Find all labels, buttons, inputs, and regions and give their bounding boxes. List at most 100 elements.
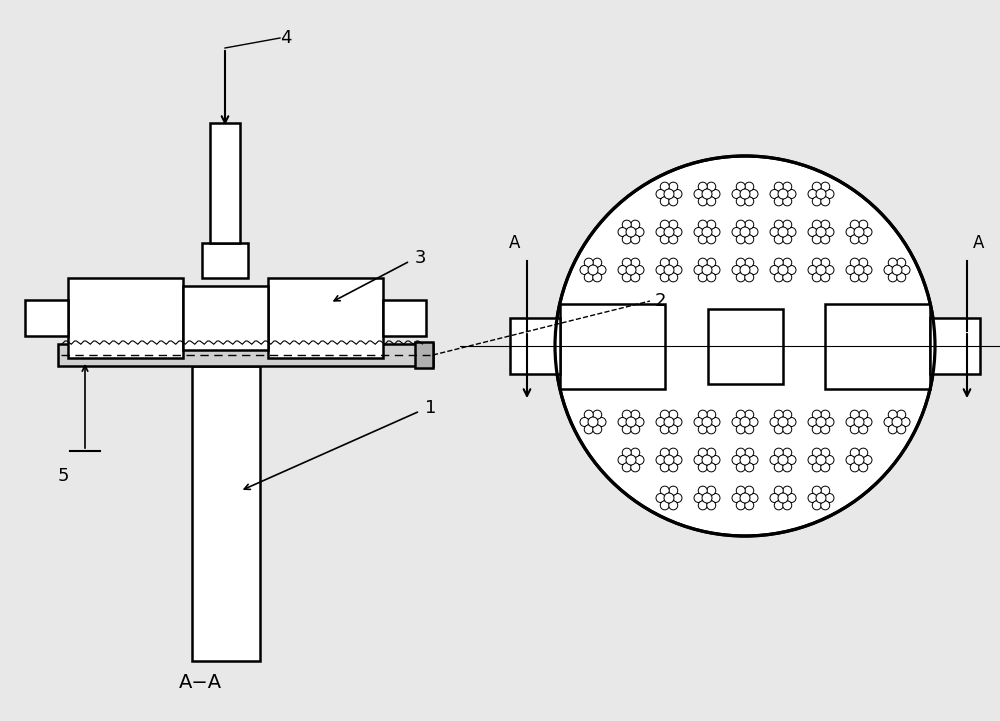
Circle shape <box>859 220 868 229</box>
Circle shape <box>821 410 830 419</box>
Circle shape <box>656 265 665 275</box>
Circle shape <box>732 190 741 198</box>
Circle shape <box>660 258 669 267</box>
Circle shape <box>694 417 703 427</box>
Circle shape <box>656 417 665 427</box>
Circle shape <box>787 493 796 503</box>
Circle shape <box>698 463 707 472</box>
Circle shape <box>783 501 792 510</box>
Circle shape <box>859 273 868 282</box>
Bar <box>383 300 426 336</box>
Circle shape <box>584 425 593 434</box>
Circle shape <box>821 197 830 206</box>
Text: 4: 4 <box>280 29 292 47</box>
Circle shape <box>821 182 830 191</box>
Circle shape <box>825 417 834 427</box>
Circle shape <box>749 190 758 198</box>
Circle shape <box>749 493 758 503</box>
Circle shape <box>770 417 779 427</box>
Circle shape <box>593 410 602 419</box>
Circle shape <box>711 456 720 464</box>
Bar <box>68 278 183 358</box>
Circle shape <box>740 265 750 275</box>
Circle shape <box>854 227 864 237</box>
Circle shape <box>745 258 754 267</box>
Circle shape <box>808 228 817 236</box>
Circle shape <box>702 417 712 427</box>
Circle shape <box>694 190 703 198</box>
Circle shape <box>859 448 868 457</box>
Circle shape <box>778 265 788 275</box>
Circle shape <box>707 463 716 472</box>
Circle shape <box>593 425 602 434</box>
Circle shape <box>783 235 792 244</box>
Circle shape <box>736 220 745 229</box>
Circle shape <box>660 273 669 282</box>
Circle shape <box>597 417 606 427</box>
Circle shape <box>622 410 631 419</box>
Circle shape <box>850 448 859 457</box>
Circle shape <box>698 486 707 495</box>
Circle shape <box>740 417 750 427</box>
Circle shape <box>778 417 788 427</box>
Circle shape <box>702 265 712 275</box>
Circle shape <box>816 189 826 199</box>
Circle shape <box>745 235 754 244</box>
Circle shape <box>770 228 779 236</box>
Circle shape <box>745 486 754 495</box>
Circle shape <box>694 456 703 464</box>
Circle shape <box>660 486 669 495</box>
Text: 3: 3 <box>415 249 426 267</box>
Circle shape <box>821 448 830 457</box>
Circle shape <box>825 265 834 275</box>
Circle shape <box>584 410 593 419</box>
Bar <box>192 366 260 661</box>
Circle shape <box>783 410 792 419</box>
Circle shape <box>812 425 821 434</box>
Circle shape <box>673 228 682 236</box>
Circle shape <box>745 448 754 457</box>
Text: A: A <box>973 234 985 252</box>
Circle shape <box>783 463 792 472</box>
Circle shape <box>694 493 703 503</box>
Circle shape <box>736 463 745 472</box>
Circle shape <box>711 493 720 503</box>
Circle shape <box>732 228 741 236</box>
Bar <box>930 318 980 374</box>
Circle shape <box>821 463 830 472</box>
Circle shape <box>622 220 631 229</box>
Circle shape <box>778 493 788 503</box>
Circle shape <box>618 228 627 236</box>
Circle shape <box>626 417 636 427</box>
Circle shape <box>707 235 716 244</box>
Circle shape <box>593 273 602 282</box>
Circle shape <box>888 425 897 434</box>
Circle shape <box>850 410 859 419</box>
Circle shape <box>626 265 636 275</box>
Circle shape <box>702 227 712 237</box>
Circle shape <box>597 265 606 275</box>
Circle shape <box>711 417 720 427</box>
Circle shape <box>884 417 893 427</box>
Circle shape <box>778 455 788 465</box>
Circle shape <box>736 486 745 495</box>
Circle shape <box>854 265 864 275</box>
Bar <box>415 342 433 368</box>
Circle shape <box>774 501 783 510</box>
Circle shape <box>888 258 897 267</box>
Circle shape <box>698 258 707 267</box>
Circle shape <box>669 235 678 244</box>
Circle shape <box>707 410 716 419</box>
Circle shape <box>745 463 754 472</box>
Circle shape <box>774 235 783 244</box>
Circle shape <box>863 265 872 275</box>
Circle shape <box>631 235 640 244</box>
Circle shape <box>774 448 783 457</box>
Circle shape <box>622 425 631 434</box>
Circle shape <box>846 417 855 427</box>
Circle shape <box>825 456 834 464</box>
Circle shape <box>749 456 758 464</box>
Circle shape <box>618 456 627 464</box>
Circle shape <box>631 258 640 267</box>
Circle shape <box>669 501 678 510</box>
